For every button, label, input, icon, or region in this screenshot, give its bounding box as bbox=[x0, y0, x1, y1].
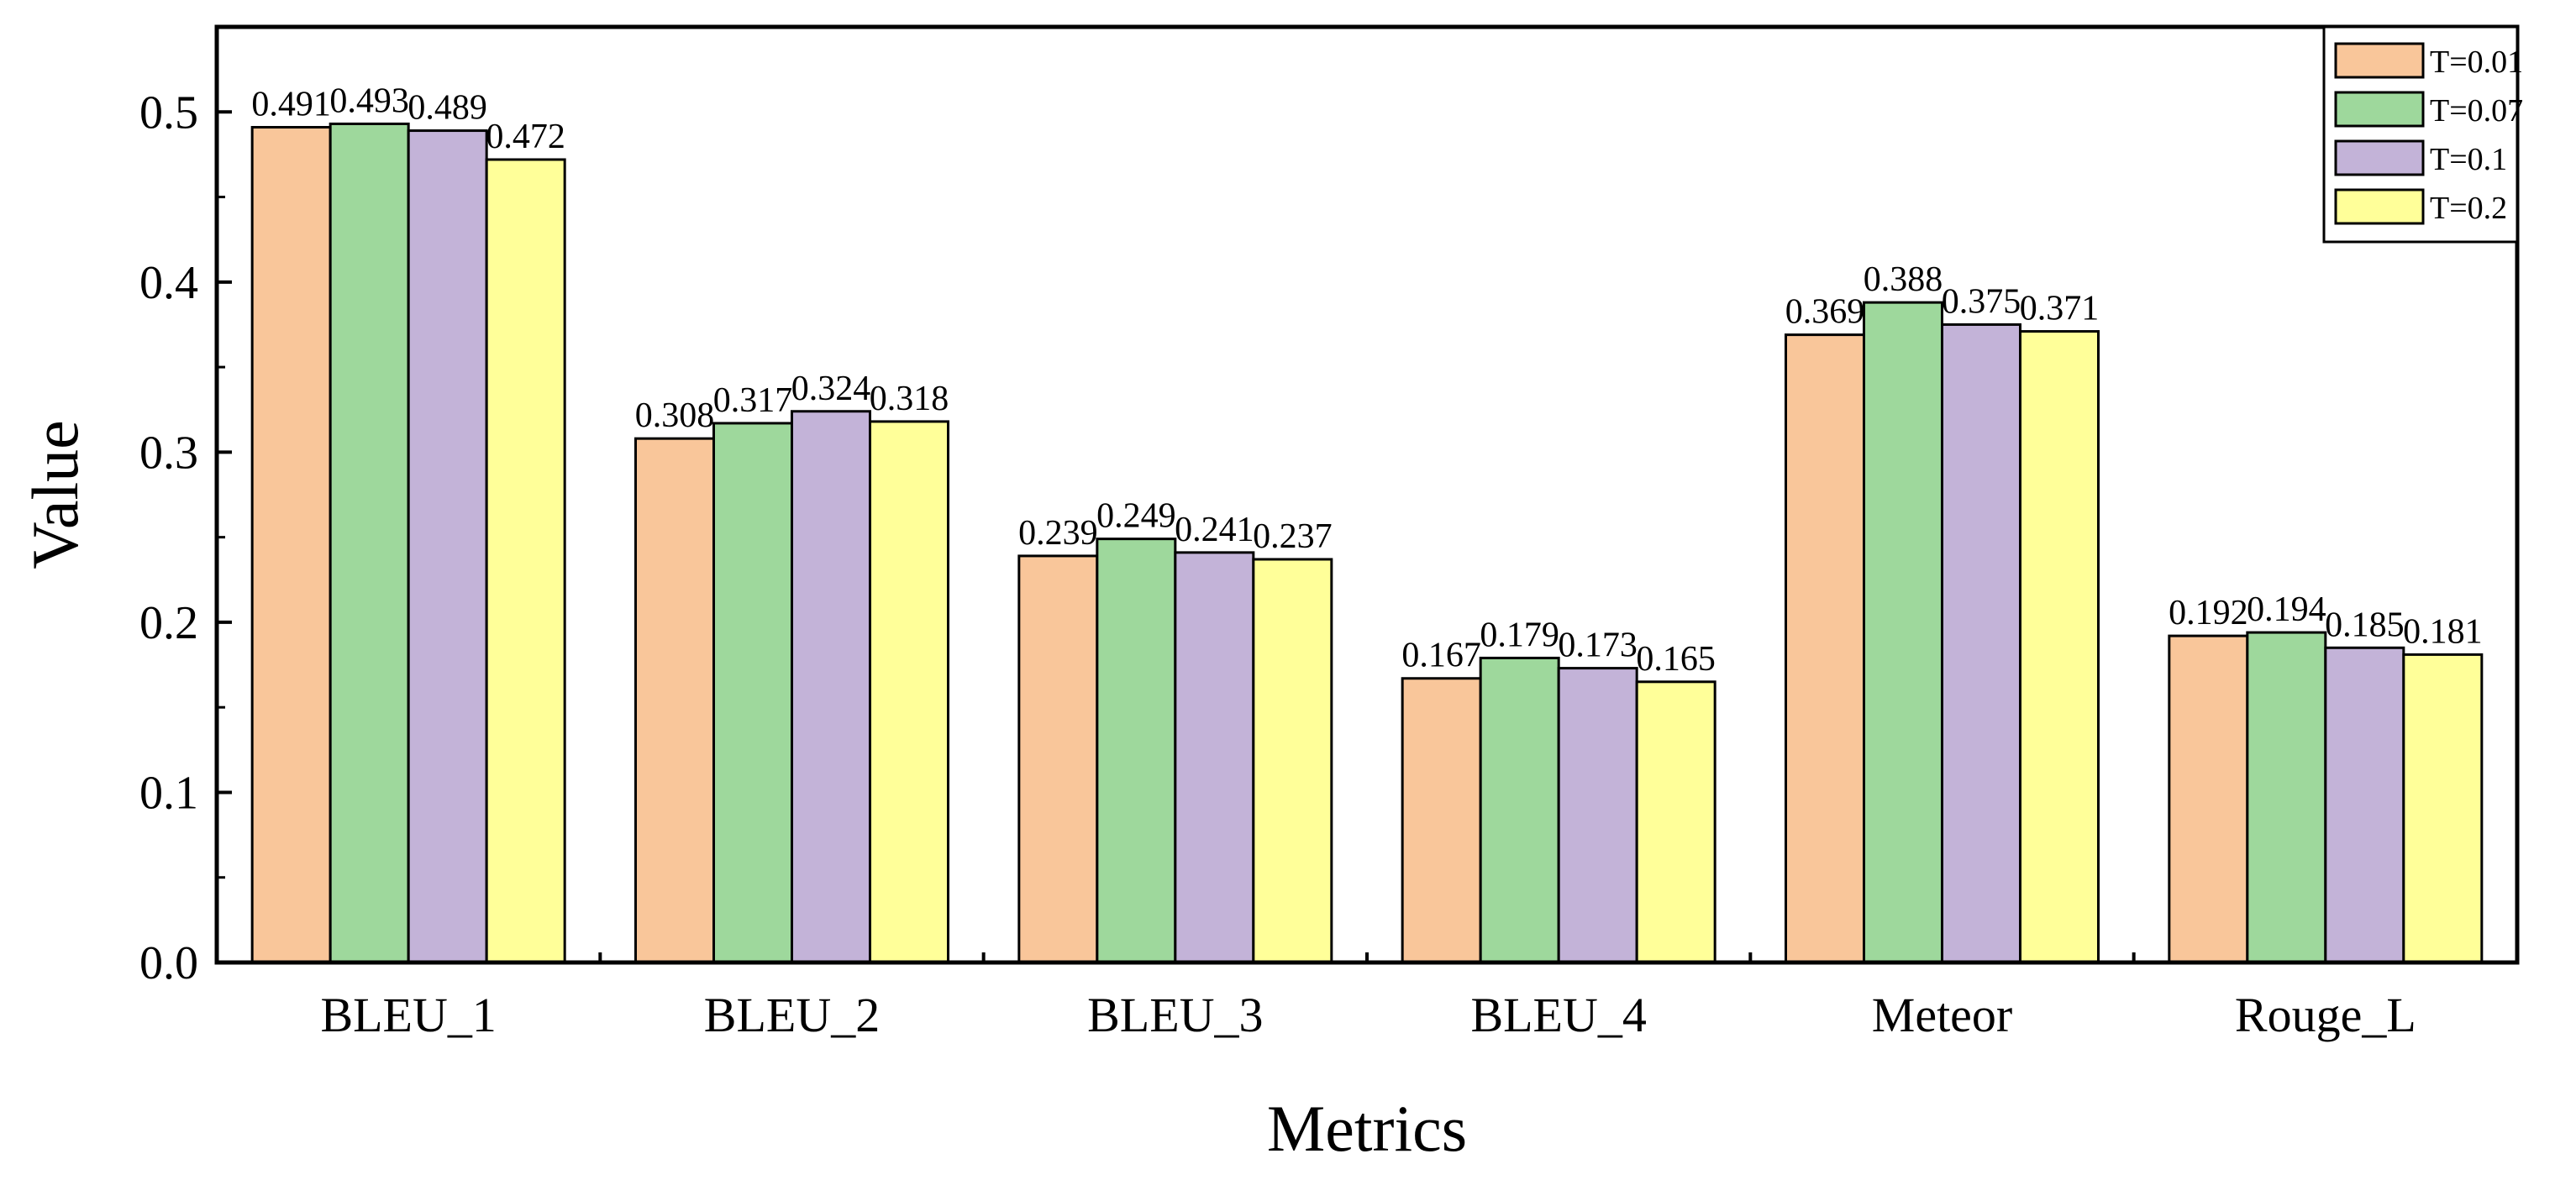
data-label: 0.249 bbox=[1096, 497, 1176, 536]
data-label: 0.237 bbox=[1253, 517, 1333, 556]
bar-bleu-2-series-4 bbox=[869, 420, 949, 964]
data-label: 0.317 bbox=[713, 381, 793, 420]
bar-bleu-1-series-3 bbox=[407, 129, 488, 964]
bar-bleu-1-series-1 bbox=[250, 126, 332, 964]
bar-bleu-3-series-1 bbox=[1017, 554, 1099, 964]
legend-label: T=0.2 bbox=[2430, 191, 2507, 226]
bar-meteor-series-3 bbox=[1941, 323, 2021, 964]
bar-bleu-3-series-4 bbox=[1252, 558, 1333, 964]
bar-rouge-l-series-4 bbox=[2402, 653, 2484, 964]
legend-swatch bbox=[2334, 42, 2425, 79]
y-tick-label: 0.5 bbox=[139, 87, 198, 139]
bar-bleu-4-series-3 bbox=[1557, 667, 1638, 964]
data-label: 0.388 bbox=[1864, 260, 1943, 299]
bars-layer bbox=[250, 122, 2484, 964]
data-label: 0.194 bbox=[2247, 590, 2326, 629]
x-tick-label: BLEU_4 bbox=[1470, 988, 1646, 1042]
data-label: 0.489 bbox=[407, 89, 487, 128]
bar-bleu-3-series-2 bbox=[1096, 538, 1177, 964]
bar-bleu-2-series-3 bbox=[791, 410, 871, 964]
data-label: 0.192 bbox=[2169, 594, 2248, 632]
legend-label: T=0.07 bbox=[2430, 93, 2523, 128]
data-label: 0.369 bbox=[1785, 293, 1865, 332]
bar-rouge-l-series-3 bbox=[2324, 646, 2405, 964]
bar-bleu-1-series-4 bbox=[485, 158, 566, 964]
data-label: 0.165 bbox=[1636, 640, 1716, 679]
data-label: 0.318 bbox=[870, 380, 949, 418]
data-label: 0.324 bbox=[791, 370, 871, 408]
y-tick-label: 0.3 bbox=[139, 427, 198, 479]
y-axis-ticks: 0.0 0.1 0.2 0.3 0.4 0.5 bbox=[139, 25, 232, 989]
bar-meteor-series-2 bbox=[1863, 301, 1943, 964]
bar-meteor-series-1 bbox=[1785, 333, 1865, 964]
data-label: 0.371 bbox=[2020, 290, 2100, 328]
x-tick-label: BLEU_3 bbox=[1087, 988, 1263, 1042]
data-label: 0.181 bbox=[2403, 612, 2483, 651]
data-label: 0.241 bbox=[1175, 511, 1254, 549]
bar-bleu-1-series-2 bbox=[329, 122, 410, 964]
legend-swatch bbox=[2334, 188, 2425, 225]
data-label: 0.308 bbox=[635, 396, 715, 435]
legend-swatch bbox=[2334, 139, 2425, 176]
data-label: 0.472 bbox=[486, 118, 565, 156]
legend-label: T=0.1 bbox=[2430, 142, 2507, 177]
data-label: 0.491 bbox=[251, 86, 331, 124]
data-label: 0.493 bbox=[329, 81, 409, 120]
bar-rouge-l-series-1 bbox=[2168, 634, 2249, 964]
bar-bleu-2-series-2 bbox=[712, 422, 793, 964]
y-tick-label: 0.0 bbox=[139, 937, 198, 989]
x-axis-title: Metrics bbox=[1267, 1092, 1467, 1165]
bar-bleu-4-series-2 bbox=[1479, 656, 1560, 964]
bar-rouge-l-series-2 bbox=[2246, 631, 2327, 964]
data-label: 0.239 bbox=[1018, 514, 1098, 553]
y-tick-label: 0.2 bbox=[139, 597, 198, 649]
bar-bleu-3-series-3 bbox=[1174, 551, 1255, 964]
bar-bleu-2-series-1 bbox=[634, 437, 715, 964]
data-label: 0.185 bbox=[2325, 606, 2405, 644]
x-tick-label: Rouge_L bbox=[2235, 988, 2416, 1042]
y-axis-title: Value bbox=[18, 420, 92, 569]
data-label: 0.375 bbox=[1942, 282, 2021, 321]
data-label: 0.167 bbox=[1401, 637, 1481, 675]
x-axis-ticks: BLEU_1 BLEU_2 BLEU_3 BLEU_4 Meteor Rouge_L bbox=[320, 952, 2416, 1042]
x-tick-label: BLEU_2 bbox=[704, 988, 880, 1042]
y-tick-label: 0.4 bbox=[139, 257, 198, 309]
data-label: 0.179 bbox=[1480, 616, 1559, 654]
bar-bleu-4-series-1 bbox=[1401, 677, 1482, 964]
legend-swatch bbox=[2334, 91, 2425, 128]
x-tick-label: BLEU_1 bbox=[320, 988, 496, 1042]
x-tick-label: Meteor bbox=[1872, 988, 2013, 1042]
bar-bleu-4-series-4 bbox=[1635, 680, 1716, 964]
y-tick-label: 0.1 bbox=[139, 767, 198, 819]
bar-meteor-series-4 bbox=[2019, 330, 2100, 964]
legend-label: T=0.01 bbox=[2430, 45, 2523, 80]
legend: T=0.01 T=0.07 T=0.1 T=0.2 bbox=[2322, 25, 2523, 244]
data-label: 0.173 bbox=[1558, 627, 1638, 665]
